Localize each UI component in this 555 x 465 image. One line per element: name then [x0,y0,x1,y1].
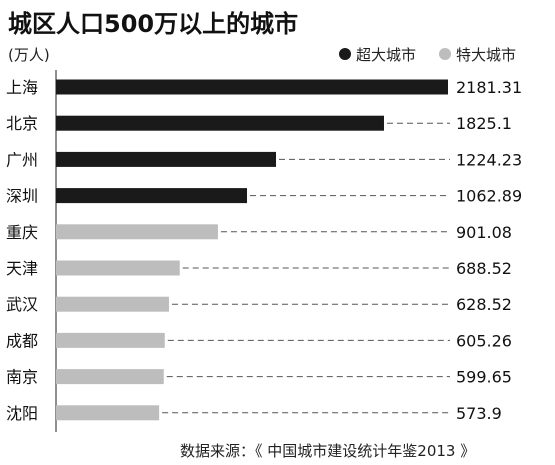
bar [56,79,448,95]
value-label: 1062.89 [456,187,522,206]
value-label: 599.65 [456,368,512,387]
bar [56,115,384,131]
value-label: 573.9 [456,404,502,423]
bar [56,151,277,167]
bar [56,369,164,385]
bar [56,260,180,276]
value-label: 628.52 [456,295,512,314]
value-label: 688.52 [456,259,512,278]
legend-label-mega: 特大城市 [456,46,516,64]
value-label: 1224.23 [456,150,522,169]
category-label: 成都 [6,331,38,350]
chart-title: 城区人口500万以上的城市 [8,10,298,38]
category-label: 广州 [6,150,38,169]
unit-label: (万人) [8,46,50,64]
category-label: 北京 [6,114,38,133]
bar [56,188,248,204]
category-label: 上海 [6,78,38,97]
category-label: 沈阳 [6,404,38,423]
legend-marker-super [339,48,351,60]
bar [56,405,160,421]
bar [56,332,165,348]
value-label: 605.26 [456,331,512,350]
category-label: 深圳 [6,187,38,206]
source-note: 数据来源：《 中国城市建设统计年鉴2013 》 [180,442,475,460]
value-label: 2181.31 [456,78,522,97]
legend: 超大城市 特大城市 [339,46,516,64]
category-label: 南京 [6,368,38,387]
category-label: 天津 [6,259,38,278]
category-label: 武汉 [6,295,38,314]
value-label: 1825.1 [456,114,512,133]
legend-label-super: 超大城市 [356,46,416,64]
legend-marker-mega [439,48,451,60]
category-label: 重庆 [6,223,38,242]
bars-group: 上海 2181.31 北京 1825.1 广州 1224.23 深圳 1062.89 重庆 901… [6,78,522,423]
value-label: 901.08 [456,223,512,242]
bar [56,296,169,312]
bar [56,224,218,240]
